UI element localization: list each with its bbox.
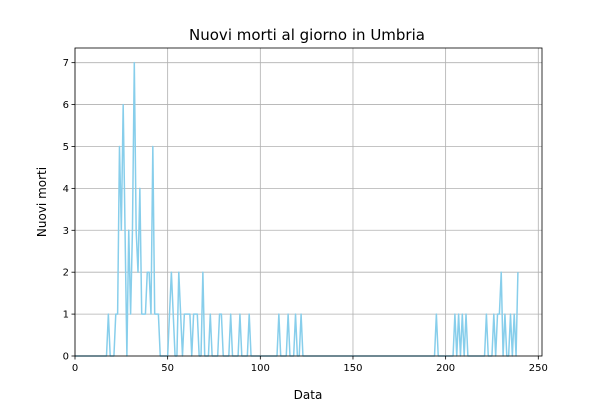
x-axis-ticks: 0 50 100 150 200 250: [72, 356, 548, 374]
y-axis-ticks: 0 1 2 3 4 5 6 7: [63, 58, 75, 363]
plot-area: [74, 47, 543, 357]
x-tick-label: 150: [343, 363, 362, 374]
y-tick-label: 1: [63, 310, 69, 321]
y-tick-label: 0: [63, 352, 69, 363]
x-tick-label: 250: [529, 363, 548, 374]
y-tick-label: 4: [63, 184, 69, 195]
y-tick-label: 5: [63, 142, 69, 153]
x-tick-label: 50: [161, 363, 174, 374]
x-tick-label: 0: [72, 363, 78, 374]
y-tick-label: 6: [63, 100, 69, 111]
y-axis-label: Nuovi morti: [35, 167, 49, 237]
y-tick-label: 2: [63, 268, 69, 279]
y-tick-label: 7: [63, 58, 69, 69]
y-tick-label: 3: [63, 226, 69, 237]
x-axis-label: Data: [294, 388, 323, 400]
x-tick-label: 200: [436, 363, 455, 374]
x-tick-label: 100: [251, 363, 270, 374]
axes-frame: [74, 47, 543, 357]
chart-title: Nuovi morti al giorno in Umbria: [189, 26, 425, 44]
